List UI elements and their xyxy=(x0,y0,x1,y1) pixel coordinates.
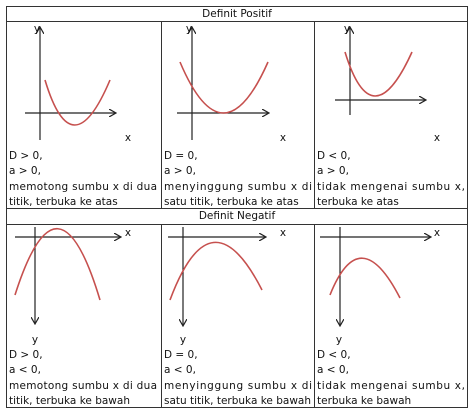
parabola xyxy=(169,241,263,301)
description-line: a < 0, xyxy=(164,364,196,376)
y-axis-label: y xyxy=(344,23,350,35)
x-axis-label: x xyxy=(434,132,440,144)
description-line: D = 0, xyxy=(164,150,198,162)
table-border xyxy=(6,6,468,408)
description-line: a < 0, xyxy=(9,364,41,376)
description-line: tidak mengenai sumbu x, xyxy=(317,181,465,193)
parabola xyxy=(344,51,413,97)
parabola xyxy=(179,61,269,114)
description-line: a > 0, xyxy=(164,165,196,177)
description-line: titik, terbuka ke bawah xyxy=(9,395,130,407)
description-line: menyinggung sumbu x di xyxy=(164,380,312,392)
parabola xyxy=(14,228,101,301)
y-axis-label: y xyxy=(180,334,186,346)
description-line: D = 0, xyxy=(164,349,198,361)
description-line: menyinggung sumbu x di xyxy=(164,181,312,193)
description-line: a > 0, xyxy=(317,165,349,177)
y-axis-label: y xyxy=(32,334,38,346)
y-axis-label: y xyxy=(336,334,342,346)
description-line: tidak mengenai sumbu x, xyxy=(317,380,465,392)
description-line: D < 0, xyxy=(317,150,351,162)
x-axis-label: x xyxy=(125,132,131,144)
description-line: D > 0, xyxy=(9,349,43,361)
description-line: titik, terbuka ke atas xyxy=(9,196,118,208)
parabola xyxy=(329,257,401,299)
description-line: memotong sumbu x di dua xyxy=(9,380,157,392)
description-line: satu titik, terbuka ke bawah xyxy=(164,395,311,407)
parabola xyxy=(44,79,111,126)
description-line: D > 0, xyxy=(9,150,43,162)
description-line: terbuka ke atas xyxy=(317,196,399,208)
description-line: satu titik, terbuka ke atas xyxy=(164,196,299,208)
description-line: a < 0, xyxy=(317,364,349,376)
section-title: Definit Negatif xyxy=(199,210,276,222)
section-title: Definit Positif xyxy=(202,8,272,20)
y-axis-label: y xyxy=(186,23,192,35)
y-axis-label: y xyxy=(34,23,40,35)
x-axis-label: x xyxy=(434,227,440,239)
x-axis-label: x xyxy=(125,227,131,239)
x-axis-label: x xyxy=(280,132,286,144)
description-line: D < 0, xyxy=(317,349,351,361)
description-line: a > 0, xyxy=(9,165,41,177)
x-axis-label: x xyxy=(280,227,286,239)
description-line: terbuka ke bawah xyxy=(317,395,411,407)
description-line: memotong sumbu x di dua xyxy=(9,181,157,193)
